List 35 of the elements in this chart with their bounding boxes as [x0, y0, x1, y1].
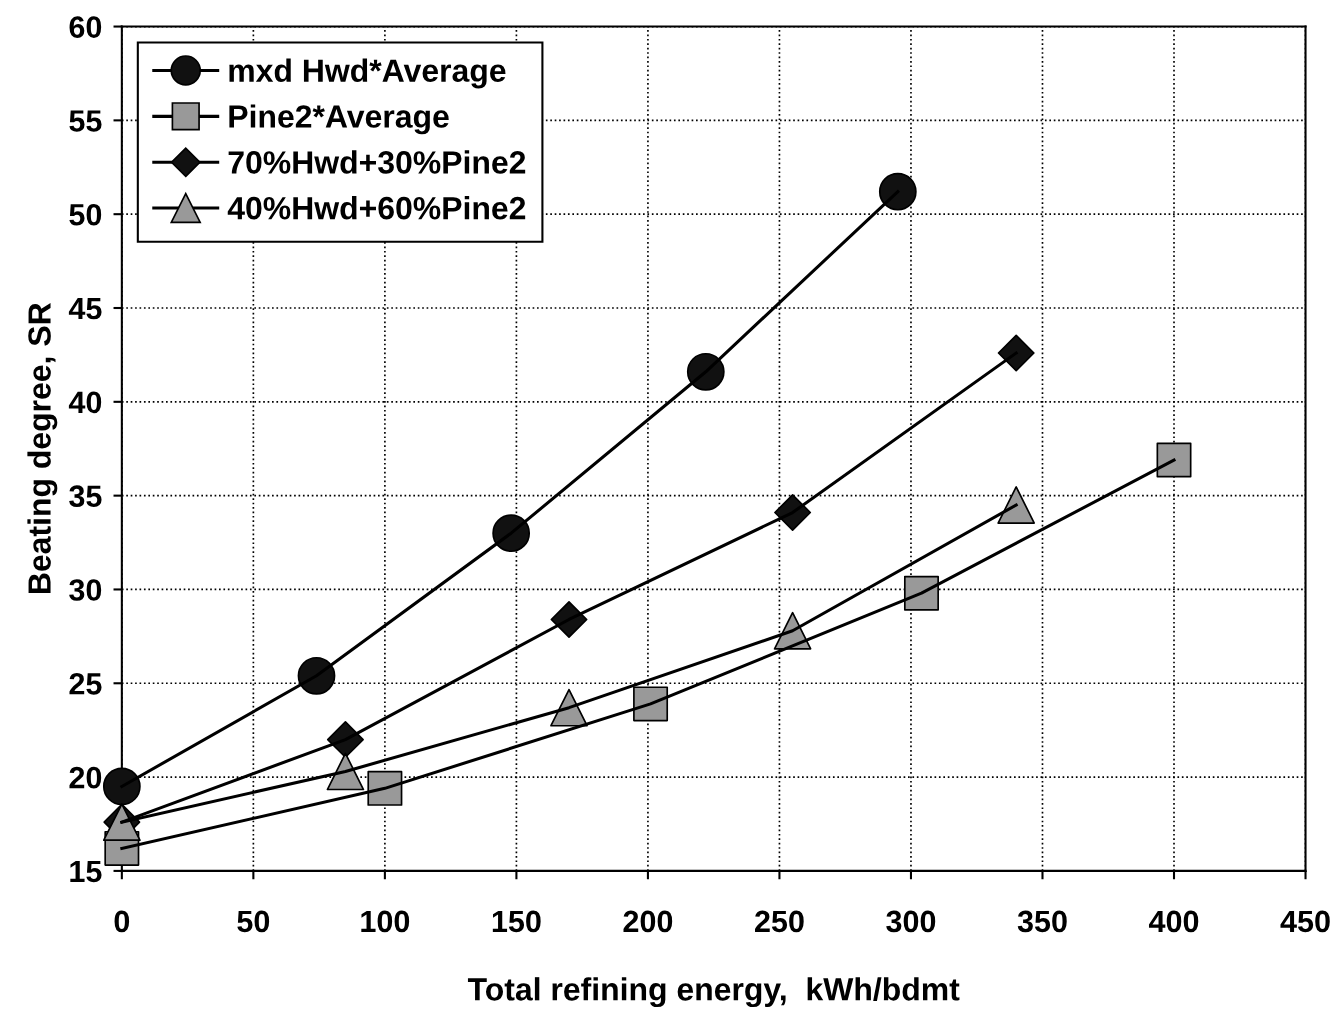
y-tick-label: 55	[69, 110, 102, 132]
y-tick-label: 20	[69, 766, 102, 789]
point	[997, 486, 1036, 524]
point	[633, 686, 669, 722]
legend-label: Pine2*Average	[229, 104, 449, 135]
y-tick-label: 15	[70, 860, 102, 883]
x-tick-label: 50	[237, 910, 270, 933]
x-tick-label: 200	[623, 910, 673, 933]
point	[903, 575, 939, 611]
y-tick-label: 50	[69, 203, 102, 226]
legend-label: 40%Hwd+60%Pine2	[227, 196, 526, 220]
point	[878, 172, 917, 211]
point	[102, 767, 141, 806]
y-tick-label: 40	[68, 391, 102, 414]
legend-label: 70%Hwd+30%Pine2	[228, 150, 526, 174]
x-tick-label: 250	[755, 910, 804, 933]
x-tick-label: 0	[114, 910, 130, 933]
point	[1156, 442, 1192, 478]
point	[997, 334, 1035, 372]
x-tick-label: 350	[1017, 910, 1067, 933]
y-axis-title: Beating degree, SR	[27, 302, 58, 594]
x-tick-label: 100	[361, 910, 410, 933]
x-tick-label: 150	[492, 910, 541, 933]
y-tick-label: 60	[69, 16, 102, 38]
point	[367, 770, 403, 806]
point	[326, 752, 365, 791]
y-tick-label: 35	[69, 485, 102, 508]
x-tick-label: 450	[1280, 910, 1330, 933]
legend-label: mxd Hwd*Average	[229, 58, 506, 89]
y-tick-label: 25	[69, 673, 102, 695]
y-tick-label: 30	[69, 579, 102, 601]
y-tick-label: 45	[68, 298, 102, 320]
x-tick-label: 300	[886, 910, 936, 933]
x-tick-label: 400	[1148, 910, 1199, 933]
x-axis-title: Total refining energy, kWh/bdmt	[467, 977, 960, 1008]
